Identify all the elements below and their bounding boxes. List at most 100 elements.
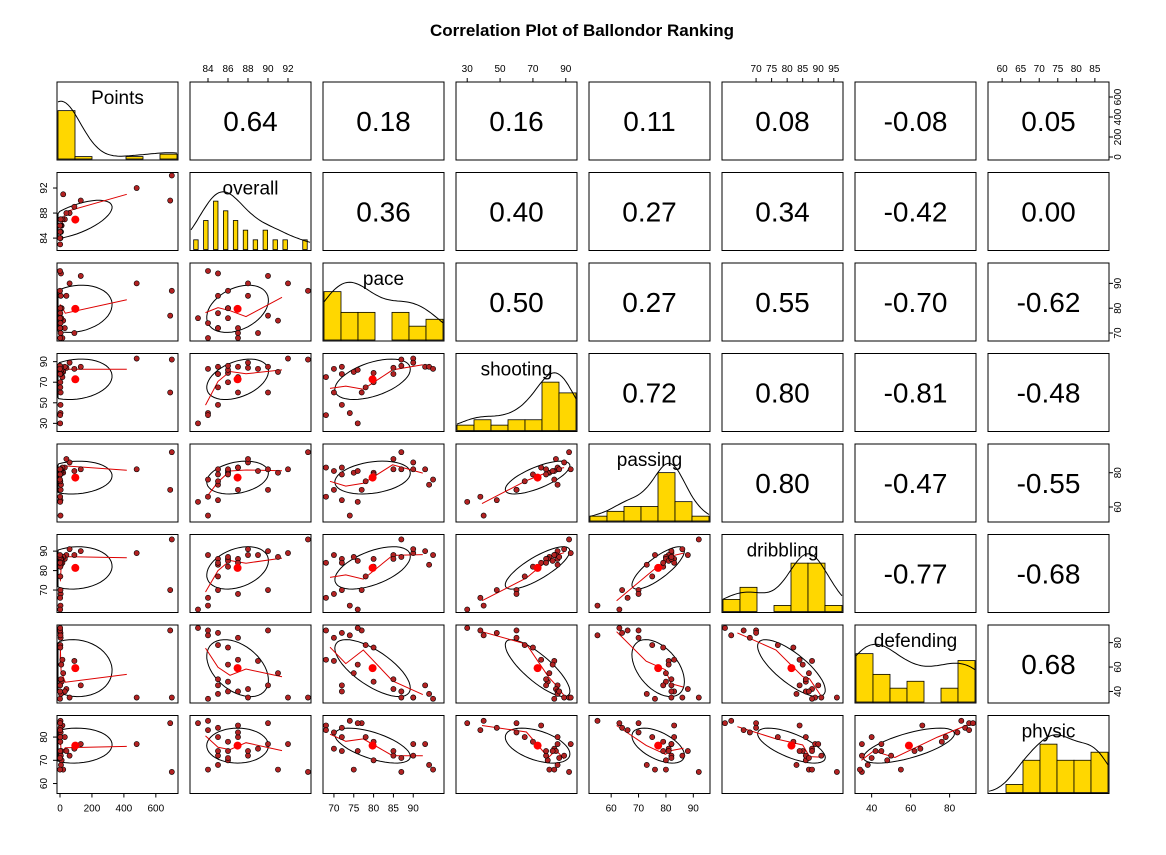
- data-point: [942, 734, 949, 740]
- data-point: [649, 734, 656, 740]
- data-point: [331, 389, 337, 396]
- data-point: [426, 481, 433, 488]
- data-point: [554, 734, 561, 740]
- data-point: [66, 280, 73, 287]
- data-point: [338, 497, 345, 504]
- data-point: [567, 550, 574, 556]
- data-point: [390, 556, 397, 562]
- data-point: [740, 727, 747, 734]
- hist-bar-pace: [340, 311, 359, 341]
- data-point: [205, 717, 211, 724]
- data-point: [305, 769, 311, 775]
- data-point: [235, 634, 241, 641]
- data-point: [205, 695, 211, 702]
- data-point: [57, 241, 64, 248]
- data-point: [323, 627, 329, 634]
- data-point: [265, 486, 271, 493]
- data-point: [643, 762, 650, 768]
- hist-bar-physic: [1090, 751, 1109, 793]
- data-point: [331, 468, 337, 474]
- data-point: [346, 632, 353, 639]
- data-point: [245, 456, 251, 462]
- data-point: [556, 554, 563, 560]
- panel-defending-pace: [322, 624, 445, 704]
- tick-label-passing: 60: [606, 804, 618, 815]
- data-point: [57, 292, 64, 299]
- panel-dribbling-Points: [56, 534, 179, 613]
- tick-label-physic: 85: [1089, 64, 1101, 75]
- panel-physic-dribbling: [721, 715, 844, 794]
- data-point: [410, 466, 417, 473]
- data-point: [616, 720, 623, 727]
- hist-bar-passing: [640, 506, 659, 522]
- center-point: [368, 741, 377, 750]
- data-point: [513, 591, 520, 597]
- data-point: [551, 552, 558, 558]
- hist-bar-overall: [242, 229, 249, 250]
- data-point: [305, 356, 311, 363]
- panel-Points-passing: [588, 81, 711, 161]
- data-point: [57, 573, 64, 580]
- data-point: [77, 273, 84, 279]
- data-point: [917, 745, 924, 752]
- data-point: [225, 563, 231, 570]
- data-point: [225, 471, 231, 478]
- data-point: [354, 661, 361, 668]
- data-point: [133, 741, 140, 747]
- tick-label-overall: 92: [39, 182, 50, 194]
- data-point: [168, 449, 175, 456]
- hist-bar-Points: [74, 156, 93, 160]
- data-point: [594, 602, 601, 609]
- data-point: [57, 420, 64, 427]
- data-point: [63, 210, 70, 216]
- tick-label-physic: 60: [997, 64, 1009, 75]
- data-point: [695, 769, 702, 775]
- data-point: [643, 690, 650, 697]
- data-point: [809, 766, 815, 773]
- data-point: [493, 724, 500, 731]
- data-point: [546, 766, 553, 773]
- data-point: [665, 748, 672, 754]
- data-point: [57, 644, 64, 651]
- data-point: [71, 468, 78, 474]
- data-point: [493, 497, 500, 504]
- data-point: [815, 682, 822, 689]
- data-point: [566, 769, 572, 775]
- data-point: [205, 412, 211, 419]
- data-point: [215, 325, 221, 331]
- data-point: [63, 292, 70, 299]
- panel-Points-dribbling: [721, 81, 844, 161]
- hist-bar-overall: [272, 239, 278, 250]
- data-point: [566, 536, 572, 543]
- tick-label-overall: 92: [282, 64, 294, 75]
- data-point: [57, 287, 63, 294]
- data-point: [410, 741, 417, 747]
- data-point: [806, 755, 812, 761]
- data-point: [346, 410, 353, 416]
- smooth-line-physic-shooting: [481, 725, 565, 760]
- data-point: [168, 287, 175, 294]
- panel-passing-Points: [56, 443, 179, 523]
- panel-shooting-pace: [322, 353, 445, 432]
- smooth-line-physic-passing: [616, 725, 684, 755]
- tick-label-dribbling: 80: [39, 565, 50, 577]
- tick-label-Points: 200: [1113, 128, 1124, 145]
- data-point: [477, 594, 484, 601]
- center-point: [71, 215, 80, 224]
- data-point: [215, 497, 221, 504]
- data-point: [594, 717, 601, 724]
- corr-overall-defending: -0.42: [884, 197, 948, 228]
- data-point: [354, 748, 361, 754]
- hist-bar-overall: [262, 229, 268, 250]
- data-point: [521, 642, 528, 648]
- tick-label-overall: 84: [39, 232, 50, 244]
- data-point: [331, 552, 337, 558]
- data-point: [793, 762, 800, 768]
- ellipse-physic-dribbling: [757, 727, 826, 764]
- data-point: [57, 727, 64, 734]
- tick-label-passing: 60: [1113, 501, 1124, 513]
- var-label-defending: defending: [874, 631, 957, 652]
- smooth-line-defending-Points: [59, 649, 127, 683]
- data-point: [168, 769, 175, 775]
- data-point: [551, 695, 558, 702]
